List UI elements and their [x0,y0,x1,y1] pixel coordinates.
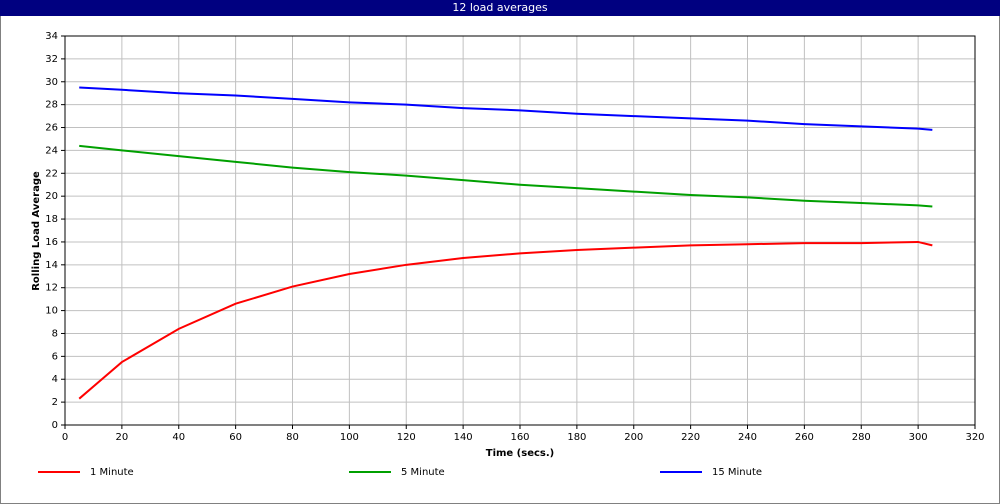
x-tick-label: 300 [909,432,928,443]
y-tick-label: 14 [45,260,58,271]
y-tick-label: 30 [45,77,58,88]
legend-label: 1 Minute [90,467,134,478]
series-line [79,144,933,208]
x-axis-label: Time (secs.) [486,448,555,459]
series-line [79,86,933,131]
x-tick-label: 80 [286,432,299,443]
x-tick-label: 220 [681,432,700,443]
x-tick-label: 0 [62,432,68,443]
chart-title: 12 load averages [452,1,548,14]
plot-border [64,35,976,426]
y-tick-label: 34 [45,31,58,42]
y-tick-label: 12 [45,283,58,294]
x-tick-label: 120 [397,432,416,443]
y-tick-label: 22 [45,168,58,179]
x-tick-label: 100 [340,432,359,443]
y-tick-label: 2 [52,397,58,408]
title-bar [0,0,1000,16]
x-tick-label: 60 [229,432,242,443]
y-tick-label: 8 [52,328,58,339]
x-tick-label: 180 [567,432,586,443]
legend-label: 15 Minute [712,467,762,478]
series-line [78,240,933,400]
x-tick-label: 40 [172,432,185,443]
y-tick-label: 20 [45,191,58,202]
y-tick-label: 18 [45,214,58,225]
legend-label: 5 Minute [401,467,445,478]
y-tick-label: 6 [52,351,58,362]
x-tick-label: 320 [965,432,984,443]
x-tick-label: 260 [795,432,814,443]
y-tick-label: 16 [45,237,58,248]
y-tick-label: 28 [45,100,58,111]
y-axis-label: Rolling Load Average [31,171,42,291]
y-tick-label: 26 [45,123,58,134]
x-tick-label: 140 [454,432,473,443]
x-tick-label: 160 [510,432,529,443]
x-tick-label: 240 [738,432,757,443]
y-tick-label: 24 [45,145,58,156]
x-tick-label: 280 [852,432,871,443]
y-tick-label: 4 [52,374,58,385]
x-tick-label: 200 [624,432,643,443]
x-tick-label: 20 [116,432,129,443]
y-tick-label: 32 [45,54,58,65]
y-tick-label: 10 [45,306,58,317]
y-tick-label: 0 [52,420,58,431]
